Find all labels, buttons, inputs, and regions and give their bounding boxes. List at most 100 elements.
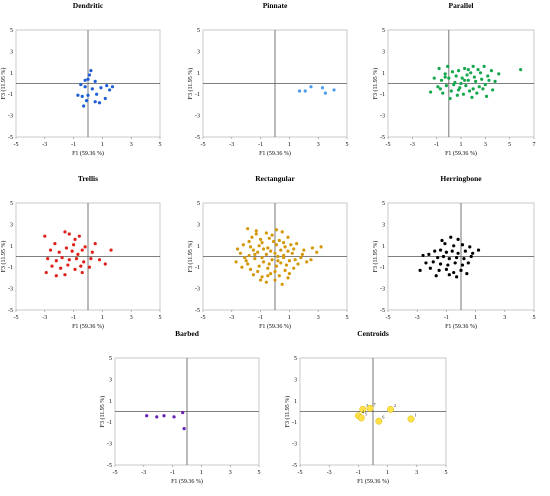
- data-point: [44, 270, 48, 275]
- data-point: [277, 238, 281, 243]
- data-point: [421, 253, 425, 258]
- y-axis-label: F3 (11.95 %): [372, 68, 379, 100]
- y-tick-label: -1: [380, 92, 385, 98]
- chart-title: Parallel: [449, 1, 474, 10]
- x-tick-label: 1: [386, 470, 389, 476]
- chart-panel-herringbone: Herringbone -5 -3 -1 1 3 5 -5 -3 -1 1 3 5 F1 (59.36 %…: [372, 174, 536, 330]
- data-point: [460, 263, 465, 267]
- y-tick-label: 3: [10, 222, 13, 228]
- data-point: [444, 84, 448, 88]
- y-axis-label: F3 (11.95 %): [99, 396, 106, 428]
- data-point: [491, 88, 495, 92]
- data-point: [79, 264, 83, 268]
- data-point: [471, 251, 475, 255]
- x-tick-label: 3: [130, 315, 133, 321]
- chart-title: Herringbone: [440, 174, 482, 183]
- x-axis-label: F1 (59.36 %): [445, 150, 477, 157]
- data-point: [59, 266, 63, 270]
- data-point: [90, 87, 94, 91]
- point-label: 3: [366, 403, 368, 408]
- data-point: [431, 260, 435, 264]
- x-tick-label: 1: [101, 315, 104, 321]
- data-point: [320, 86, 325, 90]
- x-tick-label: -5: [201, 315, 206, 321]
- x-tick-label: -5: [113, 470, 118, 476]
- data-point: [437, 66, 441, 71]
- y-tick-label: -1: [195, 92, 200, 98]
- y-tick-label: -1: [195, 265, 200, 271]
- x-tick-label: -5: [386, 142, 391, 148]
- x-tick-label: 3: [503, 315, 506, 321]
- data-point: [83, 245, 87, 249]
- x-axis-label: F1 (59.36 %): [357, 478, 389, 485]
- data-point: [475, 91, 479, 95]
- x-axis-label: F1 (59.36 %): [72, 150, 104, 157]
- y-tick-label: -3: [380, 114, 385, 120]
- data-point: [486, 74, 490, 78]
- chart-title: Barbed: [175, 329, 200, 338]
- data-point: [73, 267, 77, 271]
- data-point: [87, 265, 92, 269]
- data-point: [287, 259, 291, 263]
- y-tick-label: 3: [109, 377, 112, 383]
- data-point: [48, 248, 53, 252]
- y-axis-label: F3 (11.95 %): [284, 396, 291, 428]
- x-tick-label: -5: [298, 470, 303, 476]
- data-point: [290, 251, 294, 255]
- y-tick-label: -5: [292, 463, 297, 469]
- y-tick-label: 1: [109, 399, 112, 405]
- data-point: [235, 247, 240, 251]
- y-tick-label: 3: [197, 49, 200, 55]
- data-point: [310, 246, 315, 250]
- data-point: [295, 242, 299, 246]
- data-point: [253, 257, 257, 261]
- data-point: [452, 270, 456, 275]
- x-tick-label: 3: [484, 142, 487, 148]
- data-point: [456, 237, 460, 241]
- x-tick-label: -1: [434, 142, 439, 148]
- y-tick-label: -3: [292, 442, 297, 448]
- chart-panel-rectangular: Rectangular -5 -3 -1 1 3 5 -5 -3 -1 1 3 5 F1 (59.36 %…: [187, 174, 349, 330]
- data-point: [286, 249, 290, 253]
- y-tick-label: 5: [294, 356, 297, 362]
- data-point: [279, 261, 283, 265]
- data-point: [57, 250, 61, 254]
- data-point: [286, 276, 290, 280]
- y-tick-label: -5: [107, 463, 112, 469]
- data-point: [93, 100, 97, 104]
- data-point: [259, 278, 263, 282]
- data-point: [53, 242, 57, 246]
- data-point: [238, 251, 243, 255]
- data-point: [292, 247, 296, 251]
- y-tick-label: 5: [109, 356, 112, 362]
- data-point: [332, 88, 336, 92]
- data-point: [54, 274, 58, 278]
- data-point: [103, 262, 107, 266]
- data-point: [240, 265, 244, 269]
- data-point: [87, 73, 92, 77]
- chart-panel-dendritic: Dendritic -5 -3 -1 1 3 5 -5 -3 -1 1 3 5 F1 (59.36 %) F…: [0, 1, 162, 157]
- data-point: [43, 234, 47, 238]
- data-point: [459, 268, 463, 273]
- data-point: [241, 243, 245, 247]
- data-point: [476, 67, 480, 72]
- data-point: [443, 242, 447, 246]
- data-point: [424, 261, 428, 265]
- data-point: [440, 238, 444, 243]
- x-tick-label: -1: [170, 470, 175, 476]
- data-point: [264, 252, 268, 256]
- point-label: 6: [382, 415, 384, 420]
- data-point: [296, 262, 300, 266]
- data-point: [459, 81, 463, 86]
- x-tick-label: -3: [415, 315, 420, 321]
- y-tick-label: 5: [10, 201, 13, 207]
- x-tick-label: -1: [356, 470, 361, 476]
- data-point: [357, 414, 365, 422]
- data-point: [461, 92, 466, 96]
- y-tick-label: -3: [195, 114, 200, 120]
- y-axis-label: F3 (11.95 %): [187, 68, 194, 100]
- x-tick-label: 5: [508, 142, 511, 148]
- data-point: [82, 104, 86, 108]
- data-point: [300, 252, 304, 256]
- y-tick-label: 5: [197, 201, 200, 207]
